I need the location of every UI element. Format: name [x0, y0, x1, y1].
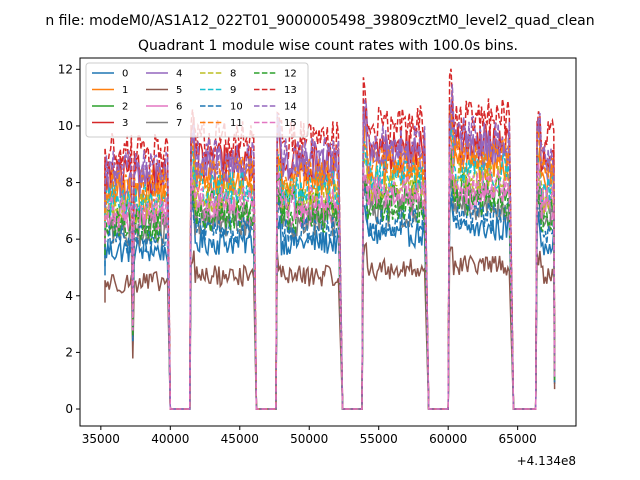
legend-box — [85, 62, 309, 138]
legend-label-7: 7 — [176, 118, 182, 129]
legend-label-13: 13 — [284, 85, 297, 96]
series-line-14 — [104, 84, 556, 410]
legend-label-9: 9 — [230, 85, 236, 96]
legend-label-0: 0 — [122, 69, 128, 80]
series-line-12 — [104, 178, 556, 410]
series-line-15 — [104, 144, 556, 410]
x-offset-label: +4.134e8 — [517, 454, 576, 468]
x-axis: 35000 40000 45000 50000 55000 60000 65000 — [82, 426, 537, 446]
series-line-13 — [104, 68, 556, 410]
x-tick-label: 60000 — [429, 432, 467, 446]
x-tick-label: 50000 — [290, 432, 328, 446]
legend-label-10: 10 — [230, 102, 243, 113]
legend-label-8: 8 — [230, 69, 236, 80]
y-tick-label: 8 — [65, 176, 73, 190]
legend-label-1: 1 — [122, 85, 128, 96]
plot-area — [79, 57, 577, 427]
y-tick-label: 2 — [65, 345, 73, 359]
y-tick-label: 10 — [58, 119, 73, 133]
legend-label-6: 6 — [176, 102, 182, 113]
series-line-10 — [104, 185, 556, 410]
x-tick-label: 55000 — [360, 432, 398, 446]
figure-suptitle: n file: modeM0/AS1A12_022T01_9000005498_… — [45, 13, 594, 29]
legend-label-4: 4 — [176, 69, 182, 80]
legend-label-12: 12 — [284, 69, 297, 80]
y-tick-label: 12 — [58, 62, 73, 76]
legend-label-3: 3 — [122, 118, 128, 129]
y-axis: 0 2 4 6 8 10 12 — [58, 62, 80, 416]
x-tick-label: 35000 — [82, 432, 120, 446]
legend-label-15: 15 — [284, 118, 297, 129]
legend-label-14: 14 — [284, 102, 297, 113]
y-tick-label: 4 — [65, 289, 73, 303]
legend-label-2: 2 — [122, 102, 128, 113]
chart-title: Quadrant 1 module wise count rates with … — [138, 38, 518, 54]
series-layer — [104, 68, 556, 410]
series-line-9 — [104, 124, 556, 410]
series-line-11 — [104, 109, 556, 410]
y-tick-label: 0 — [65, 402, 73, 416]
x-tick-label: 40000 — [151, 432, 189, 446]
y-tick-label: 6 — [65, 232, 73, 246]
x-tick-label: 65000 — [499, 432, 537, 446]
legend-label-5: 5 — [176, 85, 182, 96]
legend-label-11: 11 — [230, 118, 243, 129]
series-line-0 — [104, 197, 556, 410]
x-tick-label: 45000 — [221, 432, 259, 446]
series-line-5 — [104, 241, 556, 410]
